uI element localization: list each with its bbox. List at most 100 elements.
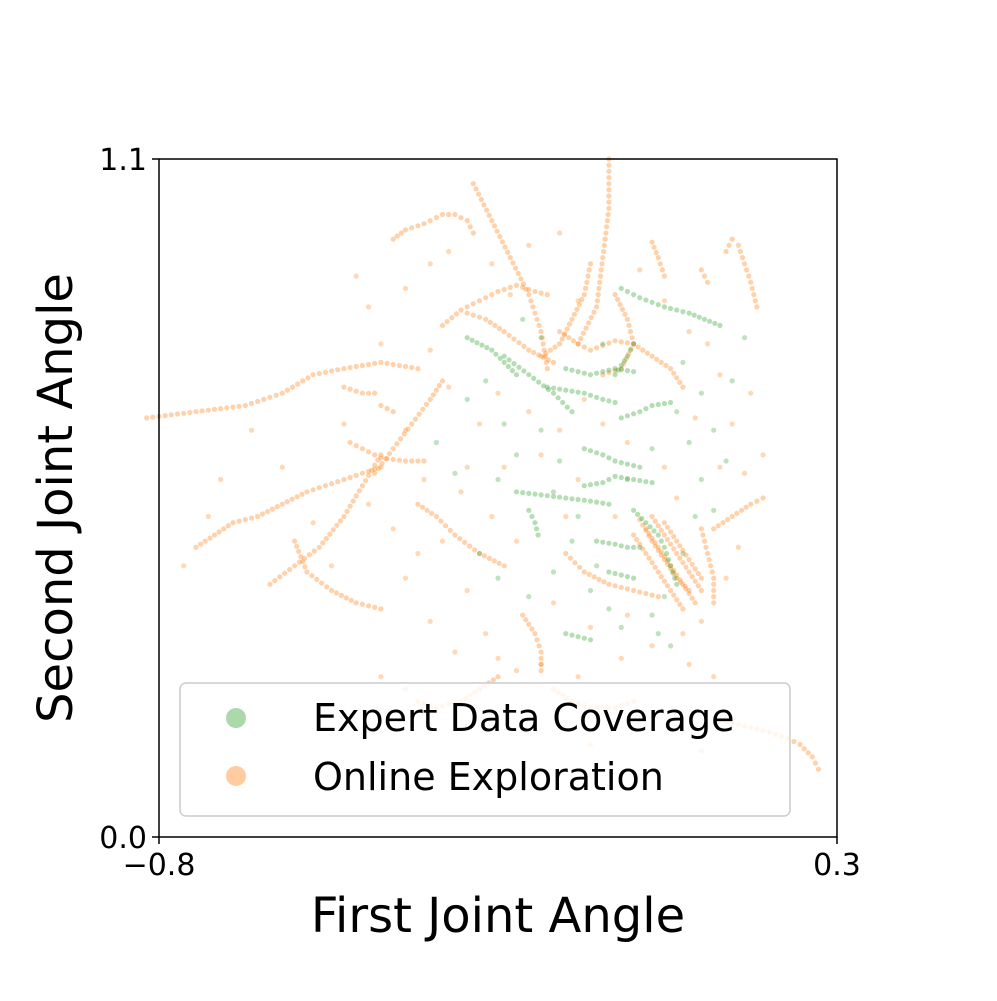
online-trajectory-point — [467, 224, 473, 230]
online-scatter-point — [402, 285, 409, 291]
online-trajectory-point — [723, 248, 729, 255]
expert-trajectory-point — [511, 361, 517, 367]
online-trajectory-point — [621, 361, 627, 367]
online-trajectory-point — [652, 543, 658, 549]
expert-trajectory-point — [533, 526, 540, 532]
online-trajectory-point — [671, 546, 677, 552]
online-trajectory-point — [162, 413, 168, 419]
online-trajectory-point — [347, 503, 353, 509]
online-trajectory-point — [661, 554, 668, 560]
expert-trajectory-point — [624, 413, 631, 419]
online-trajectory-point — [739, 255, 746, 261]
online-trajectory-point — [536, 352, 542, 358]
online-trajectory-point — [274, 504, 280, 510]
expert-trajectory-point — [637, 477, 643, 484]
online-scatter-point — [538, 661, 544, 668]
online-trajectory-point — [596, 285, 602, 291]
online-trajectory-point — [497, 233, 503, 240]
online-trajectory-point — [682, 583, 688, 589]
expert-trajectory-point — [469, 337, 475, 343]
online-trajectory-point — [569, 316, 575, 322]
online-trajectory-point — [748, 501, 754, 507]
online-trajectory-point — [305, 375, 311, 381]
online-trajectory-point — [372, 390, 378, 396]
expert-trajectory-point — [637, 295, 643, 301]
online-trajectory-point — [637, 517, 643, 523]
online-trajectory-point — [671, 570, 677, 577]
online-scatter-point — [513, 668, 520, 674]
online-trajectory-point — [671, 592, 677, 598]
expert-trajectory-point — [581, 446, 587, 452]
expert-scatter-point — [464, 396, 470, 402]
expert-trajectory-point — [606, 540, 612, 546]
expert-trajectory-point — [624, 475, 631, 482]
online-trajectory-point — [335, 479, 341, 485]
expert-trajectory-point — [526, 507, 532, 513]
online-trajectory-point — [563, 550, 569, 557]
online-trajectory-point — [424, 507, 430, 513]
online-trajectory-point — [604, 218, 611, 224]
online-trajectory-point — [601, 579, 607, 585]
online-trajectory-point — [711, 575, 717, 581]
expert-scatter-point — [680, 550, 686, 557]
online-trajectory-point — [526, 621, 532, 628]
online-scatter-point — [421, 476, 427, 483]
online-trajectory-point — [429, 510, 435, 516]
online-trajectory-point — [743, 504, 749, 510]
online-trajectory-point — [657, 261, 663, 267]
online-trajectory-point — [760, 495, 766, 501]
online-trajectory-point — [359, 470, 365, 476]
expert-trajectory-point — [631, 575, 637, 581]
expert-trajectory-point — [606, 569, 612, 575]
online-trajectory-point — [658, 552, 664, 558]
online-trajectory-point — [462, 539, 468, 546]
online-trajectory-point — [402, 227, 409, 233]
online-trajectory-point — [748, 279, 754, 285]
online-trajectory-point — [526, 286, 532, 293]
online-trajectory-point — [671, 533, 677, 540]
online-trajectory-point — [452, 211, 458, 218]
online-trajectory-point — [353, 493, 359, 499]
online-trajectory-point — [304, 489, 310, 495]
online-trajectory-point — [225, 523, 231, 529]
online-trajectory-point — [646, 530, 652, 537]
online-scatter-point — [464, 587, 470, 594]
expert-trajectory-point — [474, 340, 480, 346]
expert-trajectory-point — [563, 366, 569, 372]
online-trajectory-point — [815, 766, 822, 772]
online-scatter-point — [661, 464, 668, 470]
online-trajectory-point — [635, 344, 641, 350]
online-trajectory-point — [375, 457, 381, 463]
online-trajectory-point — [409, 421, 415, 427]
expert-trajectory-point — [661, 544, 668, 550]
online-trajectory-point — [230, 520, 236, 526]
online-trajectory-point — [725, 517, 731, 523]
expert-scatter-point — [501, 421, 507, 427]
online-scatter-point — [366, 304, 372, 310]
online-trajectory-point — [640, 347, 646, 353]
online-trajectory-point — [501, 329, 507, 335]
online-trajectory-point — [296, 548, 302, 555]
expert-trajectory-point — [631, 463, 637, 469]
online-trajectory-point — [174, 411, 181, 417]
online-trajectory-point — [341, 366, 347, 372]
online-trajectory-point — [438, 518, 444, 524]
online-trajectory-point — [495, 288, 501, 295]
online-trajectory-point — [677, 555, 683, 561]
expert-scatter-point — [649, 612, 655, 618]
expert-scatter-point — [495, 476, 501, 483]
online-trajectory-point — [797, 741, 803, 748]
online-scatter-point — [557, 427, 563, 433]
expert-trajectory-point — [606, 476, 612, 483]
expert-scatter-point — [649, 446, 655, 452]
online-trajectory-point — [541, 354, 547, 361]
online-trajectory-point — [458, 215, 464, 221]
online-trajectory-point — [372, 360, 378, 366]
online-trajectory-point — [695, 570, 701, 577]
online-trajectory-point — [259, 511, 266, 517]
online-scatter-point — [612, 513, 618, 520]
online-trajectory-point — [473, 186, 479, 192]
expert-trajectory-point — [594, 450, 600, 456]
online-trajectory-point — [298, 554, 304, 560]
online-trajectory-point — [686, 569, 692, 575]
